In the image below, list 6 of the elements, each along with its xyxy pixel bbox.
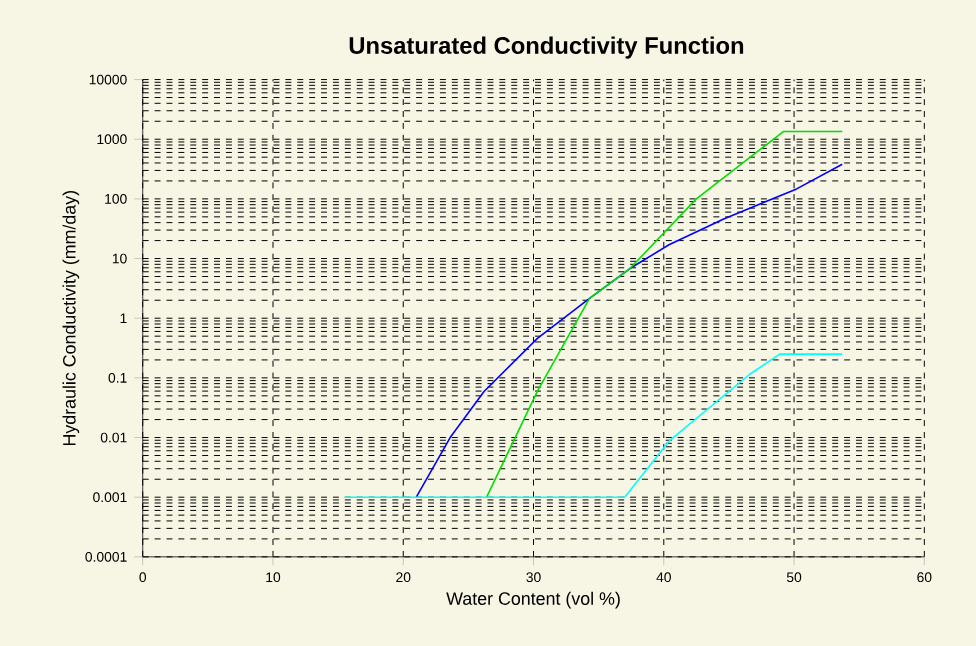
line-series [485,130,844,498]
x-axis-title: Water Content (vol %) [446,591,620,609]
chart-title: Unsaturated Conductivity Function [349,36,744,59]
y-axis-title: Hydraulic Conductivity (mm/day) [62,190,80,445]
line-series [415,163,844,498]
line-series [343,353,844,498]
